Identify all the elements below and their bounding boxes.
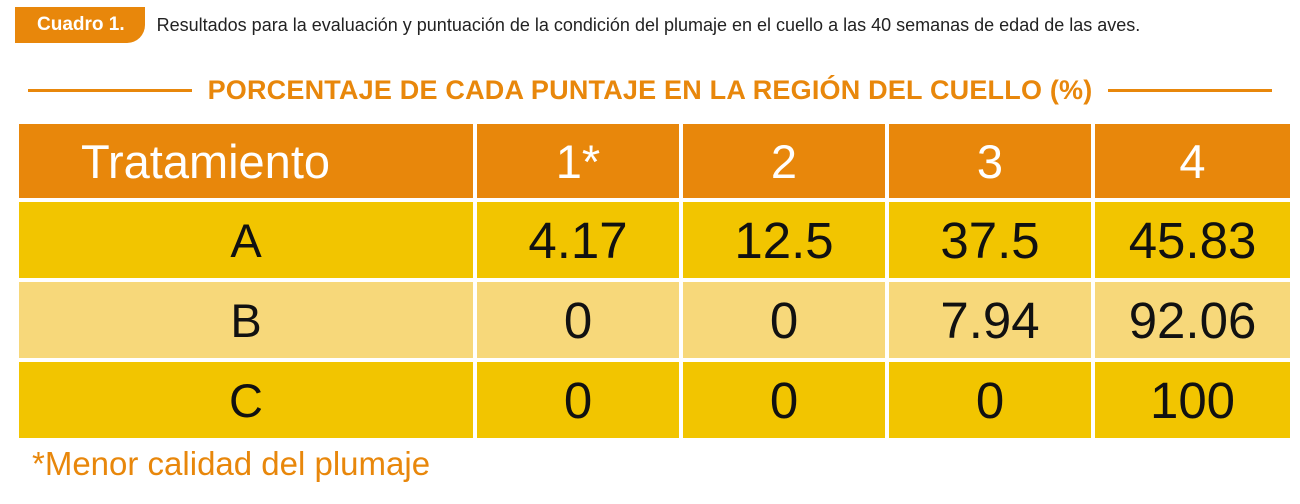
header-cell-treatment: Tratamiento (19, 124, 473, 198)
table-cell: 12.5 (683, 202, 885, 278)
header-cell-score-4: 4 (1095, 124, 1290, 198)
heading-rule-left (28, 88, 192, 92)
caption-text: Resultados para la evaluación y puntuaci… (156, 14, 1141, 35)
header-cell-score-2: 2 (683, 124, 885, 198)
heading-text: PORCENTAJE DE CADA PUNTAJE EN LA REGIÓN … (207, 74, 1093, 105)
table-row: C 0 0 0 100 (19, 362, 1290, 438)
header-row: Tratamiento 1* 2 3 4 (19, 124, 1290, 198)
table-cell: 45.83 (1095, 202, 1290, 278)
table-cell: 0 (683, 362, 885, 438)
table-cell: 0 (477, 282, 679, 358)
table-cell: 0 (683, 282, 885, 358)
table-cell: 100 (1095, 362, 1290, 438)
header-cell-score-3: 3 (889, 124, 1091, 198)
table-cell: 0 (477, 362, 679, 438)
table-row: A 4.17 12.5 37.5 45.83 (19, 202, 1290, 278)
table-row: B 0 0 7.94 92.06 (19, 282, 1290, 358)
treatment-name: C (19, 362, 473, 438)
table-cell: 0 (889, 362, 1091, 438)
table-heading: PORCENTAJE DE CADA PUNTAJE EN LA REGIÓN … (28, 72, 1273, 108)
caption-badge: Cuadro 1. (15, 7, 145, 43)
table-cell: 4.17 (477, 202, 679, 278)
header-cell-score-1: 1* (477, 124, 679, 198)
results-table: Tratamiento 1* 2 3 4 A 4.17 12.5 37.5 45… (15, 120, 1294, 442)
treatment-name: A (19, 202, 473, 278)
treatment-name: B (19, 282, 473, 358)
footnote: *Menor calidad del plumaje (32, 445, 431, 482)
table-caption: Cuadro 1. Resultados para la evaluación … (15, 7, 1140, 43)
table-cell: 92.06 (1095, 282, 1290, 358)
table-cell: 7.94 (889, 282, 1091, 358)
table-cell: 37.5 (889, 202, 1091, 278)
heading-rule-right (1108, 88, 1273, 92)
